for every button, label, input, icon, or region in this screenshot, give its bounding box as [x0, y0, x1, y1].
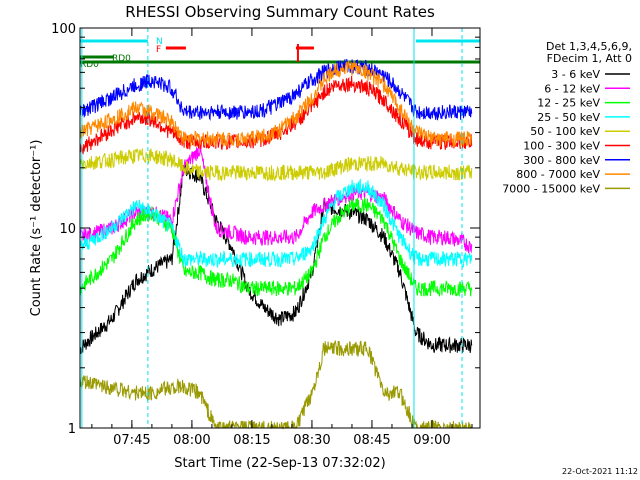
chart-title: RHESSI Observing Summary Count Rates — [125, 3, 435, 21]
y-tick-label-0: 1 — [68, 422, 76, 437]
legend-label-4: 50 - 100 keV — [530, 125, 600, 138]
legend-label-8: 7000 - 15000 keV — [502, 182, 600, 195]
legend-header-1: FDecim 1, Att 0 — [547, 52, 632, 65]
series-line-3 — [79, 178, 473, 269]
series-line-4 — [79, 148, 473, 183]
series-line-0 — [79, 162, 473, 354]
series-line-6 — [79, 58, 473, 122]
series-line-7 — [79, 60, 473, 148]
legend-label-0: 3 - 6 keV — [551, 68, 600, 81]
x-tick-label-4: 08:45 — [353, 433, 390, 448]
series-line-8 — [79, 339, 473, 430]
flag-label-3: RD0 — [80, 60, 99, 70]
series-layer — [79, 58, 473, 430]
x-tick-label-2: 08:15 — [233, 433, 270, 448]
y-axis-label: Count Rate (s⁻¹ detector⁻¹) — [29, 140, 44, 317]
legend-label-5: 100 - 300 keV — [523, 140, 600, 153]
legend: Det 1,3,4,5,6,9,FDecim 1, Att 0 3 - 6 keV… — [502, 40, 632, 195]
flag-label-0: N — [156, 37, 163, 47]
footer-date: 22-Oct-2021 11:12 — [562, 467, 638, 476]
legend-label-7: 800 - 7000 keV — [516, 168, 600, 181]
legend-label-3: 25 - 50 keV — [537, 111, 600, 124]
series-line-2 — [79, 196, 473, 297]
x-tick-label-5: 09:00 — [413, 433, 450, 448]
x-tick-label-3: 08:30 — [293, 433, 330, 448]
y-tick-label-1: 10 — [59, 222, 76, 237]
flag-bars: NF RD0 RD0 — [79, 37, 480, 70]
flag-label-1: F — [156, 45, 161, 55]
x-axis: 07:45 08:00 08:15 08:30 08:45 09:00 — [91, 28, 473, 448]
flag-label-2: RD0 — [112, 54, 131, 64]
legend-label-1: 6 - 12 keV — [544, 82, 600, 95]
x-axis-label: Start Time (22-Sep-13 07:32:02) — [174, 456, 385, 471]
legend-header-0: Det 1,3,4,5,6,9, — [546, 40, 632, 53]
y-axis: 1 10 100 — [51, 22, 480, 437]
legend-label-6: 300 - 800 keV — [523, 154, 600, 167]
x-tick-label-0: 07:45 — [113, 433, 150, 448]
y-tick-label-2: 100 — [51, 22, 76, 37]
legend-label-2: 12 - 25 keV — [537, 97, 600, 110]
x-tick-label-1: 08:00 — [173, 433, 210, 448]
